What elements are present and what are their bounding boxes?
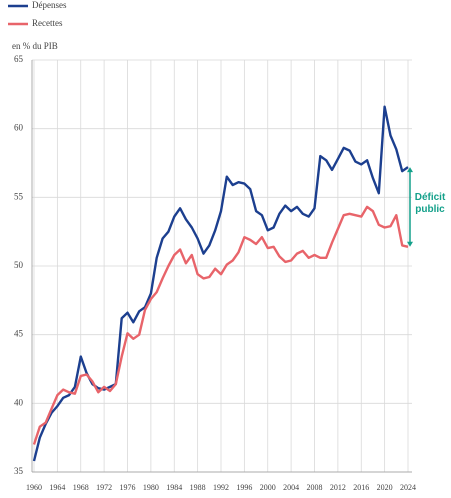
annotation: Déficit public [414,192,446,215]
arrow-head [407,241,413,247]
x-tick-label: 1972 [96,483,112,492]
y-axis-label: en % du PIB [12,41,58,51]
x-tick-label: 1988 [190,483,206,492]
y-tick-label: 35 [14,466,24,476]
x-tick-label: 2024 [400,483,416,492]
y-tick-label: 50 [14,260,24,270]
x-tick-label: 1976 [120,483,136,492]
x-tick-label: 2000 [260,483,276,492]
x-tick-label: 2012 [330,483,346,492]
legend-label: Dépenses [32,0,67,10]
x-tick-label: 2020 [377,483,393,492]
x-tick-label: 1996 [236,483,252,492]
y-tick-label: 65 [14,54,24,64]
x-tick-label: 1964 [49,483,65,492]
x-tick-label: 2004 [283,483,299,492]
x-tick-label: 1980 [143,483,159,492]
y-tick-label: 55 [14,191,24,201]
arrow-head [407,167,413,173]
x-tick-label: 1984 [166,483,182,492]
legend-label: Recettes [32,18,63,28]
x-tick-label: 1992 [213,483,229,492]
x-tick-label: 2016 [353,483,369,492]
series-line [32,205,409,445]
x-tick-label: 2008 [307,483,323,492]
y-tick-label: 40 [14,397,24,407]
x-tick-label: 1968 [73,483,89,492]
x-tick-label: 1960 [26,483,42,492]
y-tick-label: 45 [14,329,24,339]
y-tick-label: 60 [14,123,24,133]
